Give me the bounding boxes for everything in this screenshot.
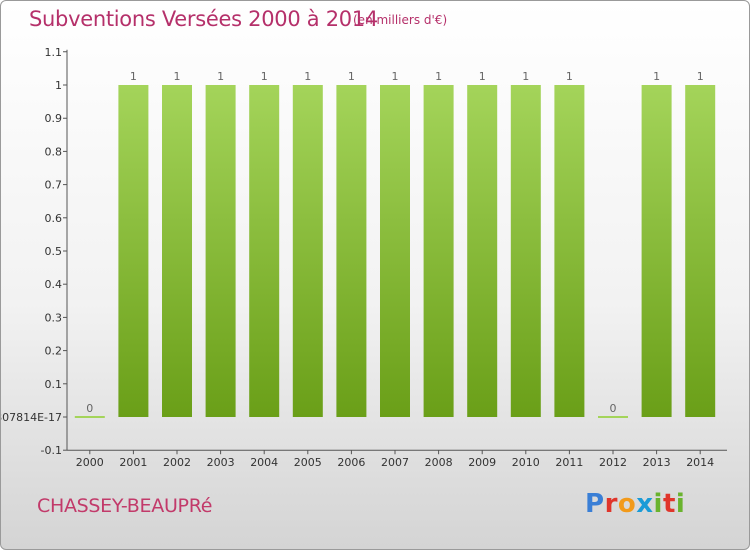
commune-name: CHASSEY-BEAUPRé (37, 495, 213, 517)
data-label-2014: 1 (697, 70, 704, 83)
bar-2014 (685, 85, 716, 417)
data-label-2010: 1 (522, 70, 529, 83)
x-tick-label-2005: 2005 (294, 456, 322, 469)
bar-2006 (336, 85, 367, 417)
x-tick-label-2013: 2013 (643, 456, 671, 469)
y-tick-label: 0.8 (45, 145, 63, 158)
x-tick-label-2004: 2004 (250, 456, 278, 469)
bar-2000 (74, 416, 105, 418)
bar-2013 (641, 85, 672, 417)
data-label-2001: 1 (130, 70, 137, 83)
data-label-2000: 0 (86, 402, 93, 415)
y-tick-label: 1 (55, 79, 62, 92)
data-label-2004: 1 (261, 70, 268, 83)
logo-letter: P (585, 489, 605, 519)
x-tick-label-2001: 2001 (119, 456, 147, 469)
bar-2003 (205, 85, 236, 417)
bar-2002 (162, 85, 192, 417)
y-tick-label: 0.3 (45, 311, 63, 324)
x-tick-label-2012: 2012 (599, 456, 627, 469)
x-tick-label-2007: 2007 (381, 456, 409, 469)
bar-2005 (292, 85, 323, 417)
y-tick-label: 0.6 (45, 212, 63, 225)
x-tick-label-2008: 2008 (425, 456, 453, 469)
bar-2010 (510, 85, 541, 417)
logo-letter: r (604, 489, 618, 519)
data-label-2012: 0 (610, 402, 617, 415)
x-tick-label-2002: 2002 (163, 456, 191, 469)
y-tick-label: 0.9 (45, 112, 63, 125)
chart-unit: (en milliers d'€) (353, 13, 448, 27)
bar-2007 (380, 85, 410, 417)
data-label-2005: 1 (304, 70, 311, 83)
bar-2001 (118, 85, 149, 417)
bar-2008 (423, 85, 454, 417)
y-tick-label: 0.4 (45, 278, 63, 291)
y-tick-label: -0.1 (41, 444, 62, 457)
logo-letter: i (653, 489, 663, 519)
bar-2011 (554, 85, 585, 417)
data-label-2011: 1 (566, 70, 573, 83)
data-label-2009: 1 (479, 70, 486, 83)
logo-letter: i (675, 489, 686, 519)
y-tick-label: 807814E-17 (1, 411, 62, 424)
logo-letter: o (617, 489, 637, 519)
chart-title: Subventions Versées 2000 à 2014 (29, 7, 378, 31)
data-label-2013: 1 (653, 70, 660, 83)
x-tick-label-2014: 2014 (686, 456, 714, 469)
x-tick-label-2000: 2000 (76, 456, 104, 469)
logo-letter: t (662, 489, 676, 519)
data-label-2003: 1 (217, 70, 224, 83)
bar-2009 (467, 85, 498, 417)
bar-2012 (598, 416, 628, 418)
data-label-2002: 1 (174, 70, 181, 83)
x-tick-label-2006: 2006 (337, 456, 365, 469)
data-label-2008: 1 (435, 70, 442, 83)
y-tick-label: 0.7 (45, 179, 63, 192)
y-tick-label: 0.1 (45, 378, 63, 391)
x-tick-label-2011: 2011 (555, 456, 583, 469)
data-label-2006: 1 (348, 70, 355, 83)
data-label-2007: 1 (392, 70, 399, 83)
proxiti-logo: Proxiti (585, 489, 685, 519)
y-tick-label: 0.5 (45, 245, 63, 258)
x-tick-label-2003: 2003 (207, 456, 235, 469)
y-tick-label: 1.1 (45, 46, 63, 59)
x-tick-label-2009: 2009 (468, 456, 496, 469)
bar-2004 (249, 85, 280, 417)
x-tick-label-2010: 2010 (512, 456, 540, 469)
y-tick-label: 0.2 (45, 345, 63, 358)
logo-letter: x (636, 489, 654, 519)
